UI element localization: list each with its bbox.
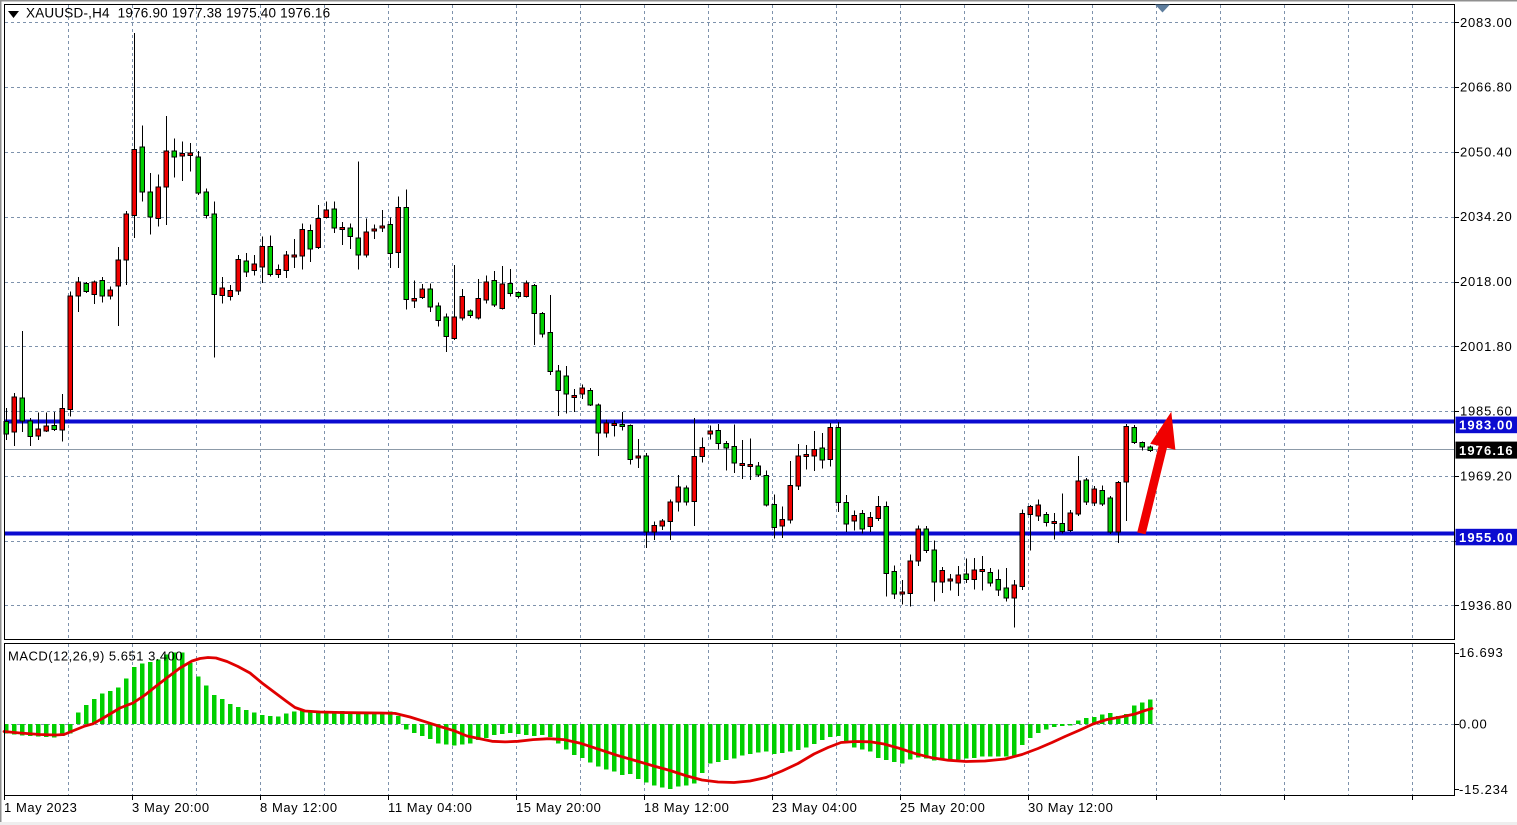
svg-text:2083.00: 2083.00 <box>1460 15 1513 30</box>
svg-text:2034.20: 2034.20 <box>1460 209 1513 224</box>
svg-text:-15.234: -15.234 <box>1459 782 1509 797</box>
svg-text:2066.80: 2066.80 <box>1460 80 1513 95</box>
svg-text:1955.00: 1955.00 <box>1459 530 1514 545</box>
svg-text:1985.60: 1985.60 <box>1460 404 1513 419</box>
svg-text:2001.80: 2001.80 <box>1460 339 1513 354</box>
svg-text:18 May 12:00: 18 May 12:00 <box>644 800 729 815</box>
svg-text:15 May 20:00: 15 May 20:00 <box>516 800 601 815</box>
svg-text:25 May 20:00: 25 May 20:00 <box>900 800 985 815</box>
svg-text:8 May 12:00: 8 May 12:00 <box>260 800 338 815</box>
svg-text:1969.20: 1969.20 <box>1460 468 1513 483</box>
svg-text:MACD(12,26,9) 5.651 3.400: MACD(12,26,9) 5.651 3.400 <box>8 649 183 664</box>
svg-text:30 May 12:00: 30 May 12:00 <box>1028 800 1113 815</box>
svg-text:23 May 04:00: 23 May 04:00 <box>772 800 857 815</box>
svg-text:1983.00: 1983.00 <box>1459 418 1514 433</box>
svg-text:2018.00: 2018.00 <box>1460 274 1513 289</box>
svg-text:0.00: 0.00 <box>1459 717 1488 732</box>
svg-text:2050.40: 2050.40 <box>1460 144 1513 159</box>
svg-text:16.693: 16.693 <box>1459 645 1504 660</box>
svg-text:3 May 20:00: 3 May 20:00 <box>132 800 210 815</box>
svg-text:1936.80: 1936.80 <box>1460 598 1513 613</box>
svg-text:XAUUSD-,H4 1976.90 1977.38 19: XAUUSD-,H4 1976.90 1977.38 1975.40 1976.… <box>26 6 330 21</box>
svg-text:1976.16: 1976.16 <box>1459 443 1514 458</box>
svg-text:11 May 04:00: 11 May 04:00 <box>388 800 472 815</box>
svg-text:1 May 2023: 1 May 2023 <box>4 800 77 815</box>
